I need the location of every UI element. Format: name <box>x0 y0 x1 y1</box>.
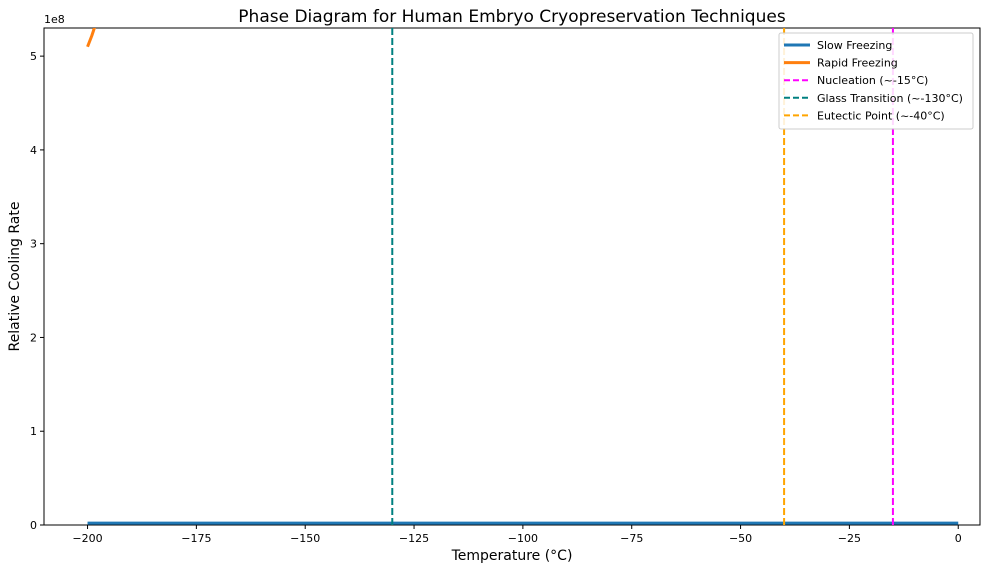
legend-label: Glass Transition (~-130°C) <box>817 92 963 105</box>
x-tick-label: −150 <box>290 532 320 545</box>
series-line-rapid-freezing <box>86 28 96 48</box>
x-tick-label: −175 <box>181 532 211 545</box>
x-tick-label: −100 <box>508 532 538 545</box>
series-layer <box>86 28 959 525</box>
x-tick-label: −200 <box>72 532 102 545</box>
legend-label: Slow Freezing <box>817 39 892 52</box>
y-tick-label: 4 <box>30 144 37 157</box>
y-axis-ticks: 0 1 2 3 4 5 <box>30 50 44 532</box>
legend-box <box>778 32 974 130</box>
legend-label: Nucleation (~-15°C) <box>817 74 928 87</box>
y-axis-offset-label: 1e8 <box>44 13 65 26</box>
y-tick-label: 5 <box>30 50 37 63</box>
chart-title: Phase Diagram for Human Embryo Cryoprese… <box>238 7 786 27</box>
y-tick-label: 0 <box>30 519 37 532</box>
legend: Slow Freezing Rapid Freezing Nucleation (~… <box>778 32 974 130</box>
x-tick-label: −50 <box>729 532 752 545</box>
x-tick-label: −75 <box>620 532 643 545</box>
y-tick-label: 2 <box>30 331 37 344</box>
x-axis-ticks: −200 −175 −150 −125 −100 −75 −50 −25 0 <box>72 525 962 545</box>
x-tick-label: −125 <box>399 532 429 545</box>
x-tick-label: 0 <box>955 532 962 545</box>
x-tick-label: −25 <box>838 532 861 545</box>
y-axis-label: Relative Cooling Rate <box>7 202 23 352</box>
plot-area <box>43 27 981 526</box>
legend-label: Eutectic Point (~-40°C) <box>817 109 945 122</box>
y-tick-label: 3 <box>30 238 37 251</box>
y-tick-label: 1 <box>30 425 37 438</box>
legend-label: Rapid Freezing <box>817 57 898 70</box>
x-axis-label: Temperature (°C) <box>451 548 573 564</box>
